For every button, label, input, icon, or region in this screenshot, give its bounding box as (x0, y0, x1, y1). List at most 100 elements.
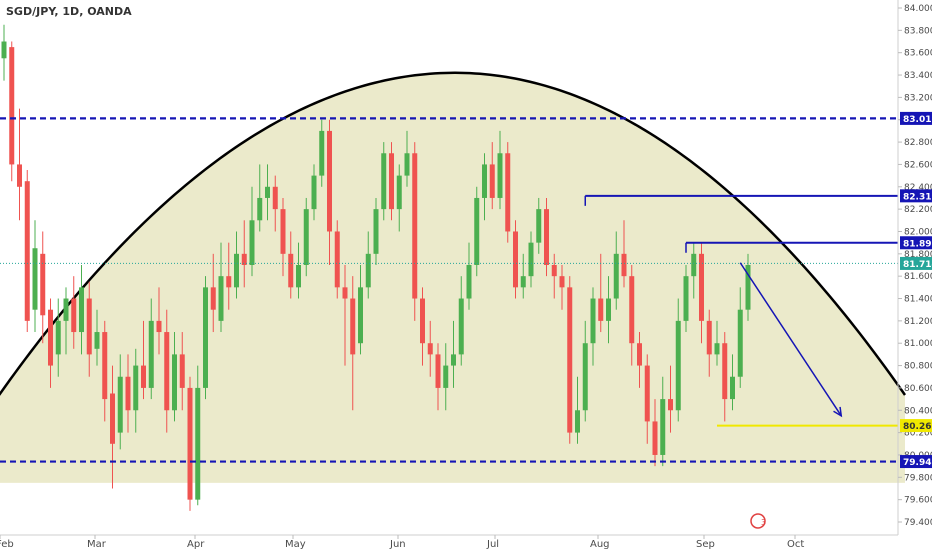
y-tick-label: 82.000 (904, 227, 932, 237)
candle-body (404, 153, 410, 176)
candle-body (551, 265, 557, 277)
y-tick-label: 79.400 (904, 518, 932, 528)
candle-body (513, 231, 518, 288)
y-tick-label: 79.800 (904, 473, 932, 483)
level-price-label-bg (900, 455, 932, 469)
candle-body (48, 309, 53, 366)
y-tick-label: 81.800 (904, 250, 932, 260)
y-tick-label: 81.200 (904, 317, 932, 327)
candle-body (79, 287, 84, 333)
candle-body (234, 253, 239, 288)
candle-body (536, 209, 542, 243)
candle-body (497, 153, 503, 198)
events-badge[interactable]: 3 (750, 513, 766, 529)
candle-body (520, 276, 526, 288)
candle-body (373, 209, 379, 254)
chart-legend-title: SGD/JPY, 1D, OANDA (6, 5, 132, 18)
level-price-label: 82.319 (903, 192, 932, 202)
candle-body (652, 421, 658, 455)
candle-body (187, 387, 193, 500)
candle-body (350, 298, 356, 355)
x-tick-label: Jul (486, 539, 499, 550)
y-tick-label: 84.000 (904, 4, 932, 14)
candle-body (435, 354, 441, 388)
events-badge-ring (750, 513, 766, 529)
candle-body (303, 209, 309, 265)
candle-body (427, 343, 433, 355)
y-tick-label: 82.600 (904, 160, 932, 170)
level-price-label-bg (900, 111, 932, 125)
candle-body (590, 298, 596, 344)
y-tick-label: 82.800 (904, 138, 932, 148)
candle-body (195, 387, 201, 500)
candle-body (381, 153, 387, 210)
candle-body (621, 253, 627, 277)
candle-body (1, 41, 7, 59)
candle-body (699, 253, 704, 321)
current-price-label: 81.714 (903, 260, 932, 270)
level-price-label: 81.899 (903, 239, 932, 249)
candle-body (203, 287, 208, 388)
candle-body (443, 365, 449, 388)
candle-body (358, 287, 363, 344)
candle-body (745, 265, 751, 310)
candle-body (272, 186, 278, 210)
candle-body (637, 343, 642, 366)
candle-body (249, 220, 255, 265)
candle-body (55, 320, 61, 355)
candle-body (482, 164, 487, 198)
candle-body (133, 365, 139, 411)
x-tick-label: Sep (696, 539, 715, 550)
candle-body (179, 354, 185, 388)
labels-layer: 83.012 82.319 81.899 80.263 79.941 81.714 (900, 111, 932, 469)
candle-body (575, 410, 580, 433)
candle-body (567, 287, 573, 433)
candle-body (365, 253, 371, 288)
candle-body (288, 253, 294, 288)
candle-body (40, 253, 46, 316)
y-tick-label: 82.400 (904, 183, 932, 193)
candle-body (125, 376, 131, 411)
y-tick-label: 79.600 (904, 496, 932, 506)
current-price-label-bg (900, 256, 932, 270)
candle-body (613, 253, 619, 299)
x-tick-label: Oct (787, 539, 804, 550)
candle-body (451, 354, 456, 366)
candle-body (141, 365, 146, 388)
candle-body (629, 276, 635, 344)
candle-body (172, 354, 177, 411)
candle-body (683, 276, 689, 321)
candle-body (412, 153, 418, 299)
x-tick-label: Apr (187, 539, 205, 550)
candle-body (489, 164, 495, 198)
events-badge-count: 3 (761, 518, 766, 527)
y-tick-label: 83.600 (904, 49, 932, 59)
candle-body (722, 343, 728, 400)
candle-body (691, 253, 697, 277)
y-tick-label: 80.600 (904, 384, 932, 394)
candle-body (389, 153, 394, 210)
candle-body (319, 130, 325, 176)
y-tick-label: 83.200 (904, 93, 932, 103)
y-tick-label: 80.400 (904, 406, 932, 416)
candle-body (675, 320, 681, 411)
candle-body (420, 298, 425, 344)
candle-body (63, 298, 69, 321)
x-tick-label: Mar (87, 539, 107, 550)
candle-body (668, 399, 673, 411)
candle-body (466, 265, 472, 299)
y-tick-label: 83.400 (904, 71, 932, 81)
y-tick-label: 81.000 (904, 339, 932, 349)
candle-body (559, 276, 565, 288)
candle-body (730, 376, 735, 400)
x-tick-label: Aug (590, 539, 610, 550)
level-price-label-bg (900, 189, 932, 203)
x-tick-label: Jun (389, 539, 406, 550)
level-price-label: 79.941 (903, 458, 932, 468)
projection-arrow-line (739, 262, 842, 417)
level-price-label: 83.012 (903, 115, 932, 125)
candle-body (94, 332, 100, 349)
y-tick-label: 80.800 (904, 362, 932, 372)
